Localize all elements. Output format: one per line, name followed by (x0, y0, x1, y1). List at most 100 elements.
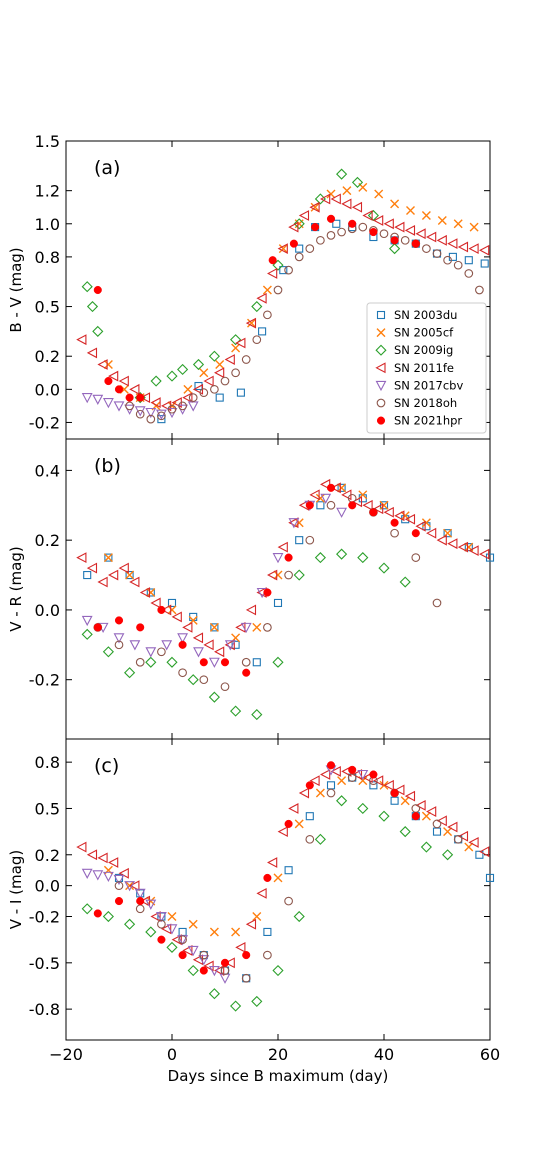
data-point (231, 343, 241, 353)
data-point (224, 957, 235, 969)
data-point (374, 189, 384, 199)
data-point (316, 235, 325, 245)
data-point (421, 811, 431, 821)
data-point (104, 553, 113, 562)
data-point (348, 501, 357, 510)
data-point (251, 995, 263, 1007)
y-tick-label: 0.5 (35, 799, 60, 818)
data-point (390, 518, 399, 527)
data-point (76, 552, 87, 564)
data-point (305, 535, 315, 545)
data-point (97, 576, 108, 588)
data-point (284, 866, 293, 875)
data-point (469, 222, 479, 232)
data-point (457, 241, 469, 253)
data-point (114, 881, 124, 890)
data-point (485, 873, 495, 882)
data-point (263, 588, 272, 597)
data-point (288, 518, 300, 529)
data-point (245, 317, 257, 329)
legend-marker (376, 328, 386, 338)
data-point (411, 812, 420, 821)
data-point (215, 360, 225, 369)
data-point (273, 285, 283, 295)
data-point (230, 705, 242, 717)
data-point (453, 834, 463, 844)
data-point (326, 761, 336, 770)
x-tick-label: −20 (49, 1045, 83, 1064)
data-point (263, 927, 272, 936)
y-tick-label: 0.5 (35, 298, 60, 317)
data-point (447, 238, 458, 250)
data-point (224, 354, 235, 365)
data-point (199, 658, 208, 667)
data-point (378, 810, 390, 822)
data-point (86, 347, 98, 359)
data-point (199, 368, 209, 378)
data-point (436, 534, 447, 546)
data-point (167, 598, 177, 608)
data-point (145, 647, 157, 658)
data-point (146, 587, 156, 597)
data-point (411, 529, 420, 538)
data-point (136, 393, 145, 402)
data-point (203, 960, 214, 972)
data-point (426, 231, 437, 243)
data-point (220, 958, 230, 967)
data-point (113, 633, 125, 644)
data-point (330, 766, 341, 777)
data-point (252, 658, 261, 667)
data-point (124, 881, 136, 892)
data-point (284, 570, 293, 580)
data-point (125, 401, 134, 411)
data-point (379, 500, 389, 510)
data-point (432, 598, 442, 608)
data-point (114, 897, 124, 906)
data-point (93, 909, 102, 918)
data-point (394, 510, 405, 522)
data-point (178, 935, 187, 945)
data-point (86, 562, 98, 574)
data-point (378, 562, 390, 574)
data-point (92, 325, 104, 337)
data-point (220, 658, 230, 667)
data-point (220, 376, 230, 386)
data-point (320, 493, 332, 504)
data-point (157, 919, 166, 929)
data-point (167, 605, 177, 615)
panel-b-marks (76, 478, 495, 721)
data-point (157, 415, 166, 424)
data-point (256, 887, 267, 899)
data-point (295, 244, 304, 253)
data-point (279, 266, 288, 275)
data-point (208, 350, 220, 362)
data-point (468, 837, 479, 848)
data-point (183, 384, 193, 394)
data-point (309, 775, 320, 787)
data-point (104, 377, 113, 386)
data-point (210, 384, 219, 394)
data-point (230, 1000, 242, 1012)
panel-a-y-axis-label: B - V (mag) (7, 247, 25, 332)
x-tick-label: 0 (167, 1045, 177, 1064)
legend-marker (376, 310, 386, 320)
data-point (475, 285, 484, 295)
data-point (241, 657, 251, 667)
data-point (289, 239, 298, 248)
data-point (330, 482, 341, 494)
data-point (251, 709, 263, 721)
data-point (139, 895, 151, 907)
data-point (166, 656, 178, 668)
data-point (464, 256, 473, 265)
data-point (188, 919, 198, 929)
x-tick-label: 40 (374, 1045, 394, 1064)
data-point (273, 873, 283, 883)
data-point (415, 228, 426, 240)
data-point (241, 973, 251, 983)
data-point (192, 358, 205, 371)
panel-a-tag: (a) (94, 157, 120, 179)
data-point (277, 541, 288, 553)
data-point (284, 553, 293, 562)
data-point (358, 222, 368, 232)
